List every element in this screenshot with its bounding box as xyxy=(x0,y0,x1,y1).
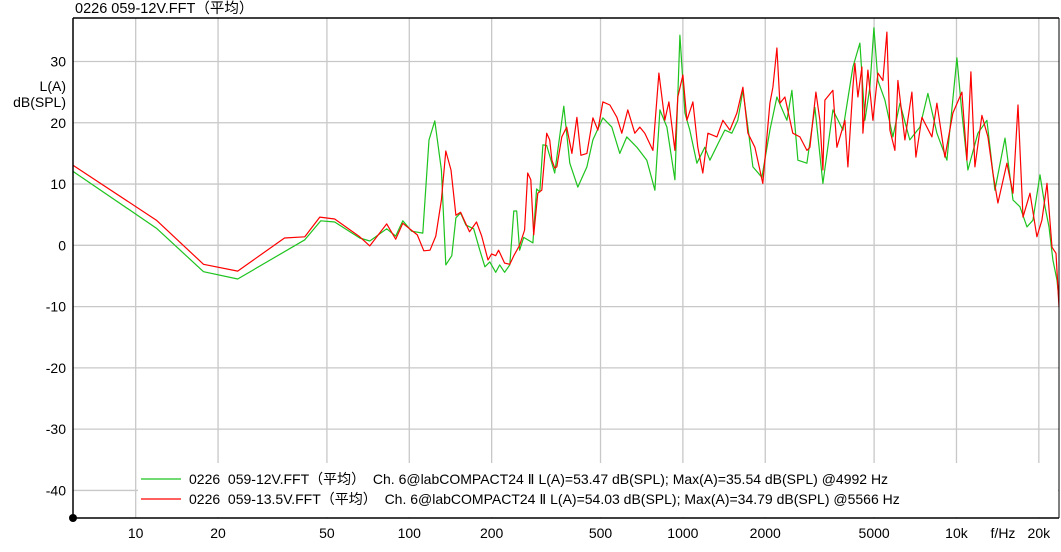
series-line-1 xyxy=(72,27,1060,300)
legend-entry: 0226 059-13.5V.FFT（平均） Ch. 6@labCOMPACT2… xyxy=(189,491,900,507)
y-axis-label-quantity: L(A) xyxy=(39,78,66,94)
origin-marker xyxy=(69,514,77,522)
x-tick-label: 2000 xyxy=(750,525,781,541)
y-tick-label: 30 xyxy=(50,54,66,70)
legend-box xyxy=(138,463,1058,517)
y-tick-label: -30 xyxy=(46,421,66,437)
series-line-2 xyxy=(72,31,1060,308)
y-tick-label: -10 xyxy=(46,299,66,315)
x-tick-label: 1000 xyxy=(667,525,698,541)
x-tick-label: 100 xyxy=(398,525,422,541)
y-axis-label-unit: dB(SPL) xyxy=(13,94,66,110)
legend-entry: 0226 059-12V.FFT（平均） Ch. 6@labCOMPACT24 … xyxy=(189,471,888,487)
y-tick-label: 20 xyxy=(50,115,66,131)
y-tick-label: 0 xyxy=(58,237,66,253)
x-axis-label: f/Hz xyxy=(991,525,1016,541)
y-tick-label: -40 xyxy=(46,482,66,498)
x-tick-label: 10 xyxy=(128,525,144,541)
x-tick-label: 20k xyxy=(1028,525,1052,541)
x-tick-label: 200 xyxy=(480,525,504,541)
x-tick-label: 10k xyxy=(945,525,969,541)
y-tick-label: -20 xyxy=(46,360,66,376)
x-tick-label: 50 xyxy=(319,525,335,541)
y-tick-label: 10 xyxy=(50,176,66,192)
x-tick-label: 5000 xyxy=(859,525,890,541)
x-tick-label: 500 xyxy=(589,525,613,541)
chart-title: 0226 059-12V.FFT（平均） xyxy=(75,1,254,17)
x-tick-label: 20 xyxy=(210,525,226,541)
